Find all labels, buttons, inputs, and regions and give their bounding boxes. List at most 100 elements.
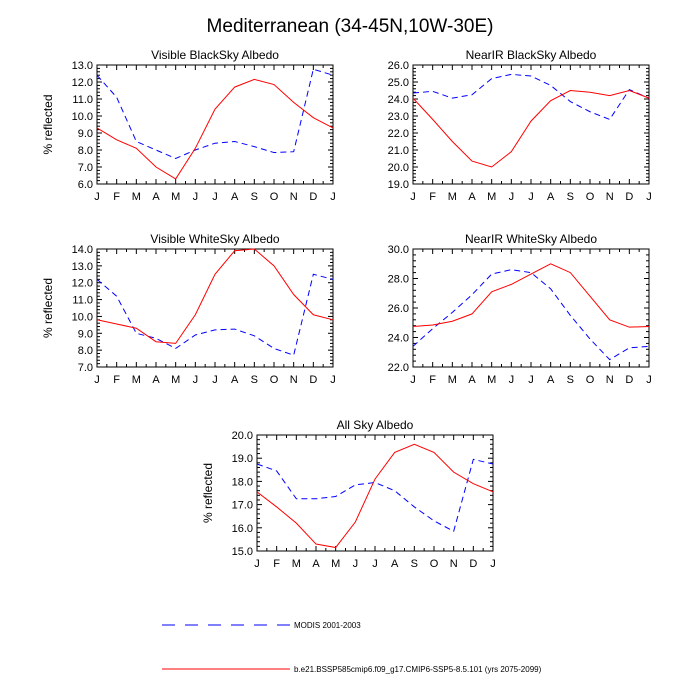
panel-title: Visible WhiteSky Albedo (150, 232, 280, 246)
x-tick-label: O (586, 191, 595, 203)
legend: MODIS 2001-2003 b.e21.BSSP585cmip6.f09_g… (162, 621, 542, 674)
x-tick-label: A (231, 374, 239, 386)
x-tick-label: J (509, 374, 515, 386)
y-tick-label: 26.0 (388, 60, 409, 72)
x-tick-label: M (132, 374, 141, 386)
y-tick-label: 19.0 (232, 453, 253, 465)
panel-title: Visible BlackSky Albedo (151, 48, 279, 62)
x-tick-label: M (487, 374, 496, 386)
x-tick-label: S (251, 374, 258, 386)
x-tick-label: A (468, 191, 476, 203)
x-tick-label: M (292, 558, 301, 570)
y-tick-label: 24.0 (388, 94, 409, 106)
y-axis-label: % reflected (41, 94, 55, 154)
x-tick-label: S (567, 374, 574, 386)
y-tick-label: 11.0 (72, 94, 93, 106)
y-tick-label: 16.0 (232, 523, 253, 535)
x-tick-label: A (468, 374, 476, 386)
x-tick-label: J (646, 374, 652, 386)
x-tick-label: F (273, 558, 280, 570)
y-axis-label: % reflected (41, 278, 55, 338)
series-line-model (256, 443, 494, 549)
series-line-modis (96, 68, 334, 160)
x-tick-label: O (430, 558, 439, 570)
x-tick-label: J (212, 191, 218, 203)
y-axis-label: % reflected (201, 463, 215, 523)
x-tick-label: D (469, 558, 477, 570)
x-tick-label: J (212, 374, 218, 386)
x-tick-label: A (152, 191, 160, 203)
figure-title: Mediterranean (34-45N,10W-30E) (207, 16, 494, 37)
y-tick-label: 18.0 (232, 476, 253, 488)
y-tick-label: 22.0 (388, 128, 409, 140)
y-tick-label: 14.0 (72, 244, 93, 256)
y-tick-label: 13.0 (72, 60, 93, 72)
y-tick-label: 19.0 (388, 179, 409, 191)
x-tick-label: S (411, 558, 418, 570)
y-tick-label: 20.0 (388, 162, 409, 174)
panel-title: NearIR BlackSky Albedo (466, 48, 597, 62)
x-tick-label: O (586, 374, 595, 386)
y-tick-label: 9.0 (78, 328, 93, 340)
y-tick-label: 21.0 (388, 145, 409, 157)
y-tick-label: 28.0 (388, 274, 409, 286)
x-tick-label: J (490, 558, 496, 570)
x-tick-label: O (270, 191, 279, 203)
x-tick-label: N (290, 374, 298, 386)
plot-frame (256, 434, 494, 552)
y-tick-label: 23.0 (388, 111, 409, 123)
panel-title: All Sky Albedo (337, 418, 414, 432)
x-tick-label: F (429, 374, 436, 386)
x-tick-label: M (448, 191, 457, 203)
y-tick-label: 7.0 (78, 162, 93, 174)
x-tick-label: M (171, 191, 180, 203)
y-tick-label: 22.0 (388, 362, 409, 374)
x-tick-label: S (567, 191, 574, 203)
y-tick-label: 26.0 (388, 303, 409, 315)
x-tick-label: D (625, 191, 633, 203)
x-tick-label: M (171, 374, 180, 386)
y-tick-label: 7.0 (78, 362, 93, 374)
x-tick-label: A (312, 558, 320, 570)
series-line-model (96, 78, 334, 180)
y-tick-label: 8.0 (78, 145, 93, 157)
plot-frame (96, 64, 334, 185)
plot-frame (412, 64, 650, 185)
x-tick-label: A (391, 558, 399, 570)
x-tick-label: M (132, 191, 141, 203)
x-tick-label: F (113, 191, 120, 203)
y-tick-label: 12.0 (72, 77, 93, 89)
x-tick-label: J (372, 558, 378, 570)
x-tick-label: A (231, 191, 239, 203)
x-tick-label: D (625, 374, 633, 386)
x-tick-label: S (251, 191, 258, 203)
series-line-modis (256, 458, 494, 533)
x-tick-label: J (410, 191, 416, 203)
x-tick-label: J (94, 191, 100, 203)
series-line-model (96, 248, 334, 344)
series-line-modis (96, 273, 334, 356)
x-tick-label: M (331, 558, 340, 570)
x-tick-label: N (450, 558, 458, 570)
legend-label-model: b.e21.BSSP585cmip6.f09_g17.CMIP6-SSP5-8.… (294, 665, 542, 674)
x-tick-label: J (509, 191, 515, 203)
y-tick-label: 25.0 (388, 77, 409, 89)
x-tick-label: M (487, 191, 496, 203)
x-tick-label: J (94, 374, 100, 386)
series-line-model (412, 89, 650, 168)
x-tick-label: N (290, 191, 298, 203)
x-tick-label: J (646, 191, 652, 203)
y-tick-label: 6.0 (78, 179, 93, 191)
y-tick-label: 9.0 (78, 128, 93, 140)
series-line-modis (412, 269, 650, 361)
y-tick-label: 20.0 (232, 430, 253, 442)
plot-frame (96, 248, 334, 368)
y-tick-label: 24.0 (388, 333, 409, 345)
x-tick-label: J (528, 191, 534, 203)
y-tick-label: 13.0 (72, 261, 93, 273)
x-tick-label: J (330, 191, 336, 203)
